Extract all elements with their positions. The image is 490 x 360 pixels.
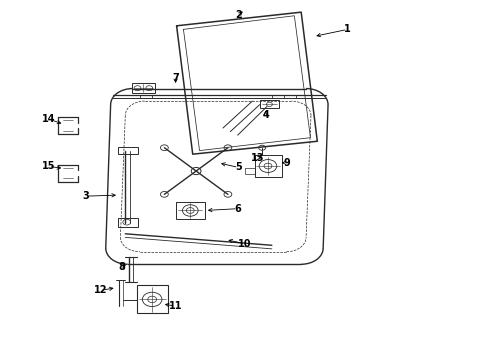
Text: 3: 3 <box>83 191 90 201</box>
Text: 2: 2 <box>235 10 242 20</box>
Text: 15: 15 <box>42 161 55 171</box>
Text: 14: 14 <box>42 114 55 124</box>
Bar <box>118 218 138 226</box>
Bar <box>260 100 279 108</box>
Text: 13: 13 <box>250 153 264 163</box>
Text: 1: 1 <box>344 24 351 35</box>
Text: 10: 10 <box>238 239 252 249</box>
Bar <box>137 285 168 314</box>
Text: 6: 6 <box>234 204 241 214</box>
Text: 7: 7 <box>172 73 179 83</box>
Text: 5: 5 <box>235 162 242 172</box>
Bar <box>132 83 155 93</box>
Text: 4: 4 <box>262 110 269 120</box>
Bar <box>245 168 255 174</box>
Text: 8: 8 <box>118 262 125 272</box>
Text: 11: 11 <box>169 301 182 311</box>
Bar <box>255 155 282 177</box>
Text: 9: 9 <box>283 158 290 168</box>
Bar <box>175 202 205 220</box>
Text: 12: 12 <box>94 285 107 296</box>
Bar <box>118 147 138 154</box>
